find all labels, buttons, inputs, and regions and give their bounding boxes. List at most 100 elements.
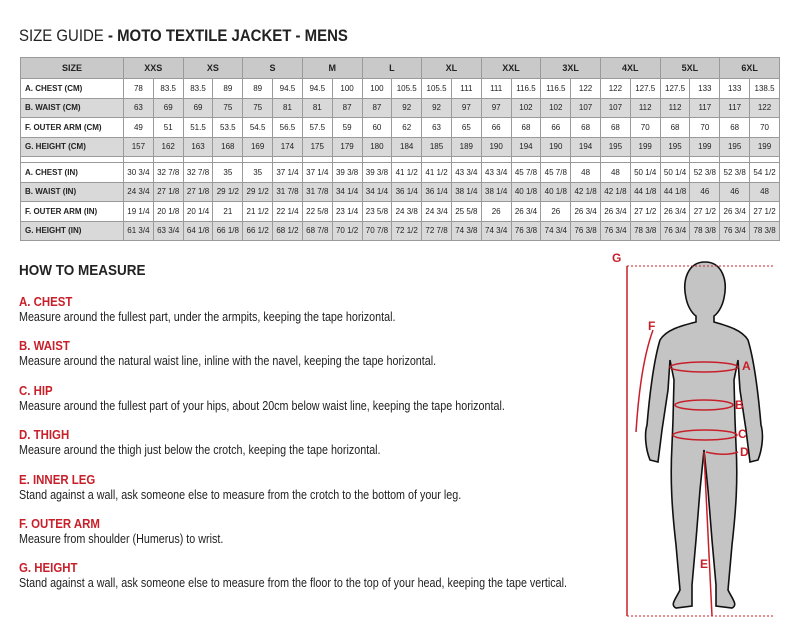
table-cell: 72 7/8 — [421, 220, 452, 241]
table-cell: 78 3/8 — [749, 220, 780, 241]
measure-description: Stand against a wall, ask someone else t… — [19, 487, 462, 502]
table-cell: 195 — [600, 136, 631, 157]
table-cell: 199 — [689, 136, 721, 157]
table-row: G. HEIGHT (CM) 157 162 163 168 169 174 175 179 18… — [20, 136, 780, 157]
table-cell: 70 — [689, 117, 721, 138]
measure-description: Measure from shoulder (Humerus) to wrist… — [19, 532, 224, 546]
table-cell: 37 1/4 — [272, 162, 303, 183]
table-cell: 54 1/2 — [749, 162, 780, 183]
table-cell: 74 3/4 — [540, 220, 572, 241]
measure-item: E. INNER LEG Stand against a wall, ask so… — [19, 472, 719, 502]
table-spacer-row — [20, 156, 780, 163]
how-to-measure-title: HOW TO MEASURE — [19, 262, 146, 279]
table-cell: 29 1/2 — [212, 181, 244, 202]
measure-heading: C. HIP — [19, 382, 53, 398]
table-cell: 66 — [480, 117, 512, 138]
table-cell: 117 — [689, 97, 721, 118]
row-label: F. OUTER ARM (IN) — [20, 201, 124, 222]
table-cell: 116.5 — [540, 78, 572, 99]
title-prefix: SIZE GUIDE — [19, 26, 104, 45]
body-silhouette — [644, 261, 764, 609]
table-cell: 36 1/4 — [421, 181, 452, 202]
body-measurement-figure: G F A B C D E — [612, 251, 775, 617]
table-cell: 26 3/4 — [719, 201, 751, 222]
table-cell: 56.5 — [272, 117, 303, 138]
table-cell: 76 3/4 — [659, 220, 691, 241]
table-cell: 89 — [212, 78, 244, 99]
table-cell: 43 3/4 — [450, 162, 482, 183]
table-cell: 122 — [600, 78, 631, 99]
row-label: A. CHEST (IN) — [20, 162, 124, 183]
measure-heading: E. INNER LEG — [19, 471, 96, 487]
table-cell: 174 — [272, 136, 303, 157]
size-header-xxl: XXL — [480, 57, 542, 79]
table-cell: 72 1/2 — [391, 220, 423, 241]
table-cell: 26 3/4 — [570, 201, 601, 222]
table-cell: 70 — [629, 117, 661, 138]
table-cell: 36 1/4 — [391, 181, 423, 202]
table-cell: 63 — [123, 97, 154, 118]
table-cell: 27 1/2 — [629, 201, 661, 222]
table-cell: 39 3/8 — [361, 162, 393, 183]
size-header-xs: XS — [182, 57, 244, 79]
waist-line — [674, 399, 734, 411]
table-cell: 122 — [749, 97, 780, 118]
table-cell: 64 1/8 — [182, 220, 214, 241]
thigh-line — [705, 451, 739, 455]
table-cell: 78 — [123, 78, 154, 99]
table-cell: 38 1/4 — [480, 181, 512, 202]
measure-heading: A. CHEST — [19, 294, 73, 309]
measure-heading: F. OUTER ARM — [19, 516, 100, 531]
size-header-4xl: 4XL — [600, 57, 661, 79]
table-cell: 112 — [659, 97, 691, 118]
measure-description: Measure around the natural waist line, i… — [19, 354, 437, 369]
row-label: F. OUTER ARM (CM) — [20, 117, 124, 138]
table-cell: 35 — [242, 162, 274, 183]
table-cell: 41 1/2 — [421, 162, 452, 183]
table-cell: 45 7/8 — [540, 162, 572, 183]
size-header-row: SIZE XXS XS S M L XL XXL 3XL 4XL 5XL 6XL — [20, 57, 780, 79]
size-header-5xl: 5XL — [659, 57, 721, 79]
table-cell: 68 — [570, 117, 601, 138]
label-e: E — [700, 557, 708, 571]
table-cell: 27 1/2 — [749, 201, 780, 222]
table-cell: 45 7/8 — [510, 162, 542, 183]
table-cell: 68 1/2 — [272, 220, 303, 241]
table-cell: 75 — [212, 97, 244, 118]
table-cell: 117 — [719, 97, 751, 118]
table-cell: 138.5 — [749, 78, 780, 99]
table-cell: 76 3/8 — [510, 220, 542, 241]
table-cell: 163 — [182, 136, 214, 157]
table-cell: 52 3/8 — [719, 162, 751, 183]
table-row: B. WAIST (IN) 24 3/4 27 1/8 27 1/8 29 1/2 29 … — [20, 181, 780, 202]
table-cell: 81 — [272, 97, 303, 118]
title-product: - MOTO TEXTILE JACKET - MENS — [103, 26, 348, 45]
table-cell: 40 1/8 — [540, 181, 572, 202]
table-cell: 44 1/8 — [629, 181, 661, 202]
table-cell: 66 1/8 — [212, 220, 244, 241]
table-cell: 75 — [242, 97, 274, 118]
size-header-6xl: 6XL — [719, 57, 780, 79]
table-cell: 26 3/4 — [600, 201, 631, 222]
table-cell: 27 1/8 — [182, 181, 214, 202]
size-header-3xl: 3XL — [540, 57, 601, 79]
table-cell: 42 1/8 — [570, 181, 601, 202]
table-cell: 105.5 — [391, 78, 423, 99]
table-cell: 68 7/8 — [301, 220, 333, 241]
table-cell: 27 1/2 — [689, 201, 721, 222]
table-cell: 100 — [331, 78, 363, 99]
table-cell: 107 — [600, 97, 631, 118]
table-cell: 31 7/8 — [301, 181, 333, 202]
table-cell: 78 3/8 — [629, 220, 661, 241]
table-cell: 69 — [182, 97, 214, 118]
label-g: G — [612, 251, 621, 265]
table-cell: 133 — [719, 78, 751, 99]
table-cell: 74 3/8 — [450, 220, 482, 241]
table-cell: 189 — [450, 136, 482, 157]
measure-item: G. HEIGHT Stand against a wall, ask someo… — [19, 560, 719, 590]
table-cell: 107 — [570, 97, 601, 118]
table-cell: 199 — [629, 136, 661, 157]
chest-line — [669, 361, 739, 373]
table-cell: 83.5 — [152, 78, 184, 99]
table-cell: 23 1/4 — [331, 201, 363, 222]
